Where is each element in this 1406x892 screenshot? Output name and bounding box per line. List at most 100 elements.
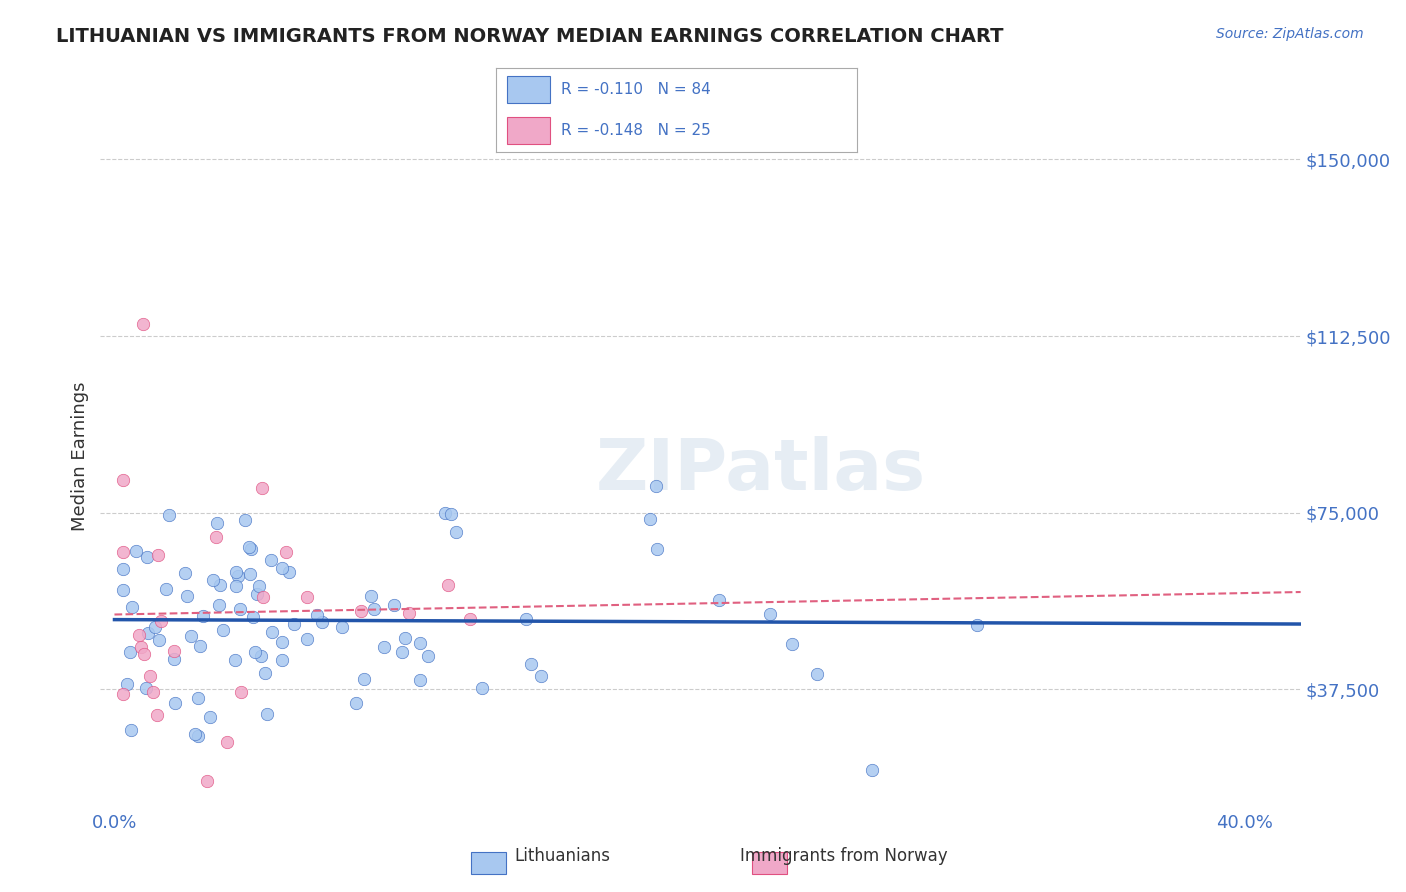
Lithuanians bbox=[394, 631, 416, 645]
Lithuanians bbox=[135, 681, 157, 695]
Lithuanians bbox=[242, 610, 264, 624]
Lithuanians bbox=[247, 579, 270, 593]
Lithuanians bbox=[307, 608, 329, 623]
Lithuanians bbox=[530, 669, 553, 683]
Lithuanians bbox=[121, 599, 143, 614]
Immigrants from Norway bbox=[149, 615, 172, 629]
Lithuanians bbox=[118, 645, 141, 659]
Lithuanians bbox=[409, 673, 432, 688]
Immigrants from Norway bbox=[163, 644, 186, 658]
Lithuanians bbox=[759, 607, 782, 621]
Lithuanians bbox=[187, 690, 209, 705]
Lithuanians bbox=[373, 640, 395, 655]
Lithuanians bbox=[238, 540, 260, 554]
Lithuanians bbox=[434, 506, 457, 520]
Immigrants from Norway bbox=[437, 578, 460, 592]
Lithuanians bbox=[187, 730, 209, 744]
Immigrants from Norway bbox=[148, 548, 170, 562]
Y-axis label: Median Earnings: Median Earnings bbox=[72, 382, 89, 531]
Lithuanians bbox=[271, 635, 294, 649]
Lithuanians bbox=[201, 573, 224, 587]
Lithuanians bbox=[180, 629, 202, 643]
Lithuanians bbox=[229, 602, 252, 616]
Lithuanians bbox=[136, 625, 159, 640]
Lithuanians bbox=[228, 569, 250, 583]
Immigrants from Norway bbox=[229, 685, 252, 699]
Lithuanians bbox=[260, 624, 283, 639]
Lithuanians bbox=[250, 648, 273, 663]
Immigrants from Norway bbox=[129, 640, 152, 654]
Lithuanians bbox=[211, 623, 233, 637]
Lithuanians bbox=[125, 543, 148, 558]
Immigrants from Norway bbox=[250, 481, 273, 495]
Text: Immigrants from Norway: Immigrants from Norway bbox=[740, 847, 948, 865]
Lithuanians bbox=[157, 508, 180, 522]
Lithuanians bbox=[382, 599, 405, 613]
Lithuanians bbox=[966, 617, 988, 632]
Immigrants from Norway bbox=[398, 607, 420, 621]
Lithuanians bbox=[330, 620, 353, 634]
Lithuanians bbox=[224, 653, 246, 667]
Lithuanians bbox=[283, 616, 305, 631]
Lithuanians bbox=[246, 587, 269, 601]
Immigrants from Norway bbox=[295, 591, 318, 605]
Immigrants from Norway bbox=[276, 545, 298, 559]
Lithuanians bbox=[860, 764, 883, 778]
Lithuanians bbox=[225, 565, 247, 579]
Lithuanians bbox=[647, 542, 669, 557]
Lithuanians bbox=[446, 524, 468, 539]
Lithuanians bbox=[260, 553, 283, 567]
Lithuanians bbox=[519, 657, 541, 671]
Lithuanians bbox=[176, 589, 198, 603]
Lithuanians bbox=[188, 640, 211, 654]
Lithuanians bbox=[709, 593, 731, 607]
Lithuanians bbox=[239, 542, 262, 557]
Immigrants from Norway bbox=[215, 735, 238, 749]
Immigrants from Norway bbox=[111, 473, 134, 487]
Lithuanians bbox=[515, 612, 537, 626]
Lithuanians bbox=[111, 562, 134, 576]
Lithuanians bbox=[208, 598, 231, 612]
Immigrants from Norway bbox=[111, 687, 134, 701]
Lithuanians bbox=[271, 653, 294, 667]
Lithuanians bbox=[143, 620, 166, 634]
Lithuanians bbox=[363, 602, 385, 616]
Lithuanians bbox=[239, 567, 262, 582]
Immigrants from Norway bbox=[138, 669, 160, 683]
Immigrants from Norway bbox=[350, 604, 373, 618]
Lithuanians bbox=[353, 673, 375, 687]
Immigrants from Norway bbox=[252, 590, 274, 604]
Lithuanians bbox=[780, 637, 803, 651]
Lithuanians bbox=[346, 696, 368, 710]
Text: Lithuanians: Lithuanians bbox=[515, 847, 610, 865]
Immigrants from Norway bbox=[195, 774, 218, 789]
Immigrants from Norway bbox=[141, 684, 163, 698]
Lithuanians bbox=[645, 479, 668, 493]
Lithuanians bbox=[278, 565, 301, 579]
Lithuanians bbox=[253, 665, 276, 680]
Lithuanians bbox=[806, 667, 828, 681]
Text: Source: ZipAtlas.com: Source: ZipAtlas.com bbox=[1216, 27, 1364, 41]
Lithuanians bbox=[360, 589, 382, 603]
Lithuanians bbox=[191, 608, 214, 623]
Lithuanians bbox=[471, 681, 494, 695]
Immigrants from Norway bbox=[111, 545, 134, 559]
Lithuanians bbox=[409, 636, 432, 650]
Immigrants from Norway bbox=[145, 708, 167, 723]
Lithuanians bbox=[208, 578, 231, 592]
Lithuanians bbox=[311, 615, 333, 629]
Lithuanians bbox=[135, 550, 157, 565]
Lithuanians bbox=[120, 723, 142, 738]
Lithuanians bbox=[111, 582, 134, 597]
Immigrants from Norway bbox=[205, 530, 228, 544]
Lithuanians bbox=[115, 677, 138, 691]
Lithuanians bbox=[270, 561, 292, 575]
Lithuanians bbox=[174, 566, 197, 580]
Lithuanians bbox=[440, 507, 463, 521]
Lithuanians bbox=[148, 633, 170, 648]
Lithuanians bbox=[416, 649, 439, 664]
Lithuanians bbox=[243, 645, 266, 659]
Lithuanians bbox=[256, 706, 278, 721]
Immigrants from Norway bbox=[128, 628, 150, 642]
Lithuanians bbox=[207, 516, 229, 531]
